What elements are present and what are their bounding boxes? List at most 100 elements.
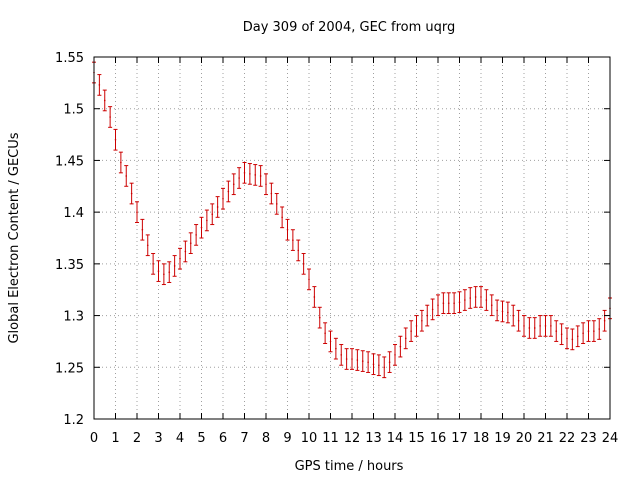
- x-tick-label: 12: [344, 431, 361, 446]
- data-marker: [136, 211, 138, 213]
- data-point: [113, 128, 118, 151]
- data-point: [151, 253, 156, 275]
- data-point: [575, 325, 580, 348]
- data-point: [156, 260, 161, 282]
- y-tick-labels: 1.2 1.25 1.3 1.35 1.4 1.45 1.5 1.55: [55, 51, 84, 428]
- data-marker: [216, 206, 219, 208]
- data-marker: [388, 361, 391, 363]
- x-tick-label: 24: [602, 431, 619, 446]
- y-tick-label: 1.35: [55, 258, 84, 273]
- data-marker: [308, 278, 310, 281]
- data-marker: [292, 239, 294, 241]
- data-point: [145, 234, 150, 257]
- data-marker: [560, 333, 563, 335]
- data-point: [328, 330, 333, 353]
- data-marker: [238, 177, 240, 179]
- data-marker: [232, 183, 235, 186]
- data-point: [479, 286, 483, 308]
- data-point: [140, 218, 145, 241]
- data-marker: [566, 337, 568, 340]
- data-marker: [480, 296, 482, 298]
- data-point: [274, 193, 279, 215]
- data-point: [403, 327, 408, 350]
- data-marker: [533, 327, 536, 329]
- data-point: [543, 315, 548, 337]
- data-marker: [437, 304, 439, 307]
- x-tick-label: 17: [451, 431, 468, 446]
- data-point: [505, 301, 510, 324]
- data-marker: [335, 347, 337, 350]
- data-marker: [421, 319, 423, 322]
- data-marker: [576, 335, 579, 338]
- y-tick-label: 1.5: [63, 103, 84, 118]
- data-marker: [211, 213, 214, 216]
- data-marker: [399, 345, 402, 348]
- chart-title: Day 309 of 2004, GEC from uqrg: [243, 20, 456, 35]
- data-point: [548, 315, 553, 337]
- data-marker: [485, 299, 488, 301]
- data-point: [333, 337, 338, 360]
- data-marker: [173, 265, 176, 267]
- y-tick-label: 1.55: [55, 51, 84, 66]
- data-point: [253, 164, 258, 186]
- x-tick-label: 4: [176, 431, 184, 446]
- x-tick-label: 9: [283, 431, 291, 446]
- data-point: [468, 287, 473, 309]
- x-tick-labels: 0 1 2 3 4 5 6 7 8 9 10 11 12 13 14 15 16 17 18 19 20 21 22 23 24: [90, 431, 618, 446]
- data-marker: [206, 219, 208, 222]
- data-marker: [453, 302, 455, 304]
- data-point: [317, 306, 322, 329]
- data-point: [419, 309, 424, 332]
- x-axis-label: GPS time / hours: [295, 459, 404, 474]
- data-point: [221, 187, 225, 210]
- data-point: [231, 173, 236, 196]
- grid: [94, 57, 610, 419]
- data-marker: [517, 319, 520, 322]
- data-point: [393, 344, 397, 366]
- data-marker: [281, 216, 283, 219]
- data-point: [307, 268, 311, 291]
- data-point: [339, 344, 344, 366]
- data-point: [124, 165, 129, 187]
- data-point: [516, 309, 521, 332]
- data-point: [387, 351, 392, 373]
- data-marker: [593, 330, 595, 332]
- data-point: [457, 291, 462, 313]
- data-marker: [383, 366, 386, 369]
- y-tick-label: 1.3: [63, 310, 84, 325]
- x-tick-label: 1: [111, 431, 119, 446]
- data-point: [172, 255, 177, 277]
- data-marker: [544, 325, 547, 327]
- data-marker: [163, 273, 165, 276]
- data-point: [371, 353, 376, 376]
- data-point: [409, 320, 414, 342]
- data-point: [237, 167, 242, 189]
- y-tick-label: 1.25: [55, 361, 84, 376]
- data-marker: [404, 337, 407, 340]
- data-point: [565, 327, 569, 350]
- x-tick-label: 0: [90, 431, 98, 446]
- data-marker: [313, 296, 316, 298]
- data-marker: [507, 311, 509, 314]
- y-tick-label: 1.4: [63, 206, 84, 221]
- x-tick-label: 14: [387, 431, 404, 446]
- data-marker: [275, 203, 278, 205]
- data-marker: [523, 325, 525, 327]
- x-tick-label: 23: [580, 431, 597, 446]
- x-tick-label: 6: [219, 431, 227, 446]
- data-point: [355, 349, 360, 371]
- x-tick-label: 11: [322, 431, 339, 446]
- data-marker: [555, 330, 558, 332]
- data-marker: [496, 309, 498, 312]
- data-point: [581, 322, 586, 344]
- data-marker: [582, 332, 584, 334]
- data-marker: [458, 301, 461, 303]
- data-marker: [550, 325, 552, 327]
- data-marker: [464, 299, 466, 301]
- data-point: [102, 89, 107, 112]
- data-marker: [340, 354, 343, 356]
- data-marker: [474, 296, 477, 298]
- x-tick-label: 22: [559, 431, 576, 446]
- x-tick-label: 10: [301, 431, 318, 446]
